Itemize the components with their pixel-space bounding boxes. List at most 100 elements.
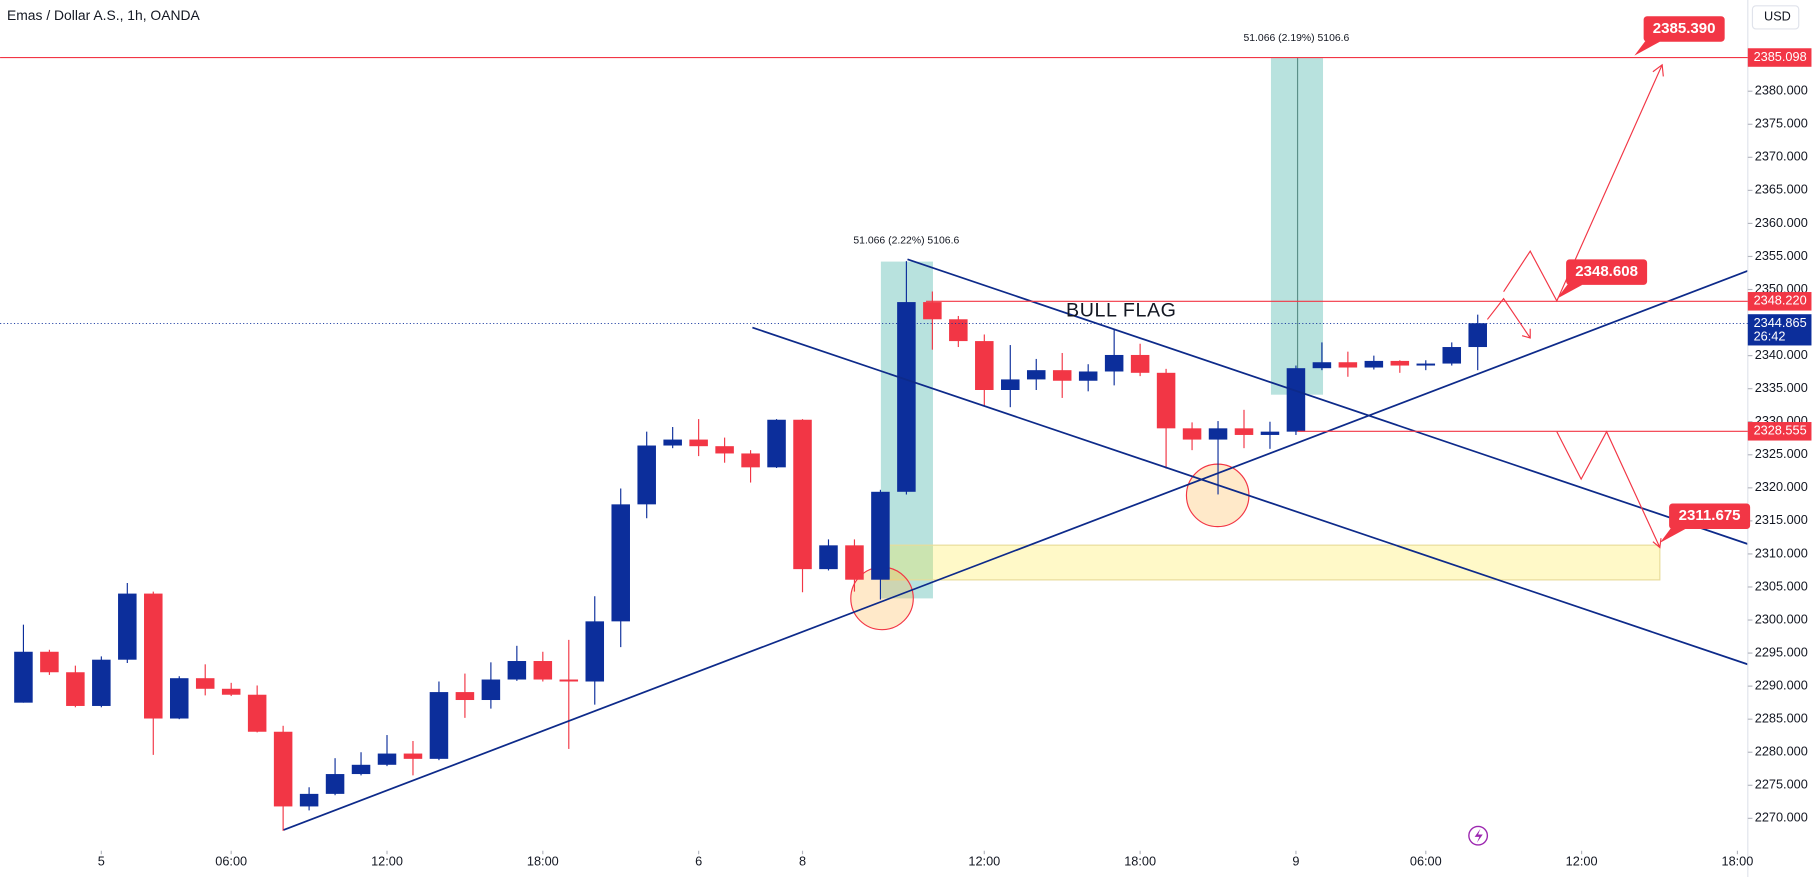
target-badge xyxy=(1566,259,1648,285)
candle-body xyxy=(663,439,682,446)
x-tick-label: 5 xyxy=(98,854,105,869)
y-tick-label: 2370.000 xyxy=(1755,149,1808,164)
candle-body xyxy=(481,679,501,701)
candle-body xyxy=(92,659,111,706)
y-tick-label: 2285.000 xyxy=(1755,711,1808,726)
candle-body xyxy=(975,341,994,390)
candle-body xyxy=(351,764,371,775)
candle-body xyxy=(221,688,241,695)
target-label: 2311.675 xyxy=(1679,507,1741,524)
countdown-label: 26:42 xyxy=(1754,329,1786,344)
candle-body xyxy=(819,545,838,570)
candle-body xyxy=(611,504,630,622)
candle-body xyxy=(144,593,163,719)
candle-body xyxy=(585,621,605,682)
arrow-head xyxy=(1652,538,1662,549)
candle-body xyxy=(299,793,319,807)
chart-title: Emas / Dollar A.S., 1h, OANDA xyxy=(7,7,201,23)
x-tick-label: 06:00 xyxy=(1410,854,1442,869)
target-badge xyxy=(1643,16,1725,42)
candle-body xyxy=(1078,371,1098,381)
currency-button[interactable] xyxy=(1751,5,1800,30)
candle-body xyxy=(1001,379,1020,390)
candle-body xyxy=(1312,362,1332,369)
trendline xyxy=(752,326,1749,666)
candle-body xyxy=(1052,370,1072,381)
candle-body xyxy=(793,419,812,570)
candle-body xyxy=(455,692,475,701)
trendline xyxy=(283,270,1749,831)
price-level-badge xyxy=(1747,422,1812,441)
candle-body xyxy=(949,319,968,342)
candle-body xyxy=(559,679,579,682)
trendlines xyxy=(283,63,1749,831)
candle-body xyxy=(377,753,397,765)
candle-body xyxy=(169,678,189,719)
candle-body xyxy=(1026,370,1046,380)
price-level-label: 2328.555 xyxy=(1754,423,1807,438)
candle-body xyxy=(1208,428,1228,440)
candle-body xyxy=(871,491,890,580)
x-tick-label: 6 xyxy=(695,854,702,869)
price-level-label: 2348.220 xyxy=(1754,293,1807,308)
candle-body xyxy=(1364,360,1384,368)
candle-body xyxy=(195,678,215,689)
arrow-head xyxy=(1521,328,1531,339)
y-tick-label: 2300.000 xyxy=(1755,611,1808,626)
candle-body xyxy=(507,661,527,680)
price-level-label: 2385.098 xyxy=(1754,49,1807,64)
y-tick-label: 2335.000 xyxy=(1755,380,1808,395)
x-tick-label: 12:00 xyxy=(968,854,1000,869)
measure-label: 51.066 (2.19%) 5106.6 xyxy=(1243,33,1349,44)
candle-body xyxy=(1234,428,1254,435)
candle-body xyxy=(897,302,916,492)
y-tick-label: 2360.000 xyxy=(1755,215,1808,230)
candle-body xyxy=(637,445,656,505)
candle-body xyxy=(1442,347,1462,364)
candle-body xyxy=(845,545,864,580)
target-badge xyxy=(1669,503,1751,529)
price-level-badge xyxy=(1747,292,1812,311)
candle-body xyxy=(1286,368,1306,432)
x-tick-label: 18:00 xyxy=(527,854,559,869)
alert-icon-bolt xyxy=(1474,828,1483,843)
current-price-label: 2344.865 xyxy=(1754,315,1807,330)
y-tick-label: 2310.000 xyxy=(1755,545,1808,560)
x-tick-label: 12:00 xyxy=(371,854,403,869)
x-tick-label: 06:00 xyxy=(215,854,247,869)
projection-arrow xyxy=(1486,297,1531,339)
y-tick-label: 2290.000 xyxy=(1755,677,1808,692)
candle-body xyxy=(741,453,760,468)
y-tick-label: 2305.000 xyxy=(1755,578,1808,593)
y-tick-label: 2340.000 xyxy=(1755,347,1808,362)
target-label: 2348.608 xyxy=(1575,263,1638,280)
candle-body xyxy=(247,694,267,732)
x-tick-label: 18:00 xyxy=(1722,854,1754,869)
y-tick-label: 2270.000 xyxy=(1755,810,1808,825)
candle-body xyxy=(1416,363,1436,366)
pattern-label: BULL FLAG xyxy=(1066,300,1176,322)
x-tick-label: 9 xyxy=(1292,854,1299,869)
y-tick-label: 2365.000 xyxy=(1755,182,1808,197)
candle-body xyxy=(403,753,423,759)
currency-label[interactable]: USD xyxy=(1764,9,1791,24)
alert-icon[interactable] xyxy=(1468,825,1489,846)
candle-body xyxy=(1156,372,1176,429)
x-tick-label: 12:00 xyxy=(1566,854,1598,869)
candle-body xyxy=(1390,360,1410,366)
projection-arrow xyxy=(1556,430,1661,548)
y-tick-label: 2280.000 xyxy=(1755,744,1808,759)
candle-body xyxy=(1104,354,1124,372)
candle-body xyxy=(429,692,449,759)
candles xyxy=(14,261,1487,831)
candle-body xyxy=(1468,323,1487,348)
y-tick-label: 2295.000 xyxy=(1755,644,1808,659)
y-tick-label: 2275.000 xyxy=(1755,777,1808,792)
current-price-badge xyxy=(1747,314,1812,346)
candle-body xyxy=(689,439,708,447)
candle-body xyxy=(1182,428,1202,440)
y-tick-label: 2380.000 xyxy=(1755,83,1808,98)
y-tick-label: 2325.000 xyxy=(1755,446,1808,461)
